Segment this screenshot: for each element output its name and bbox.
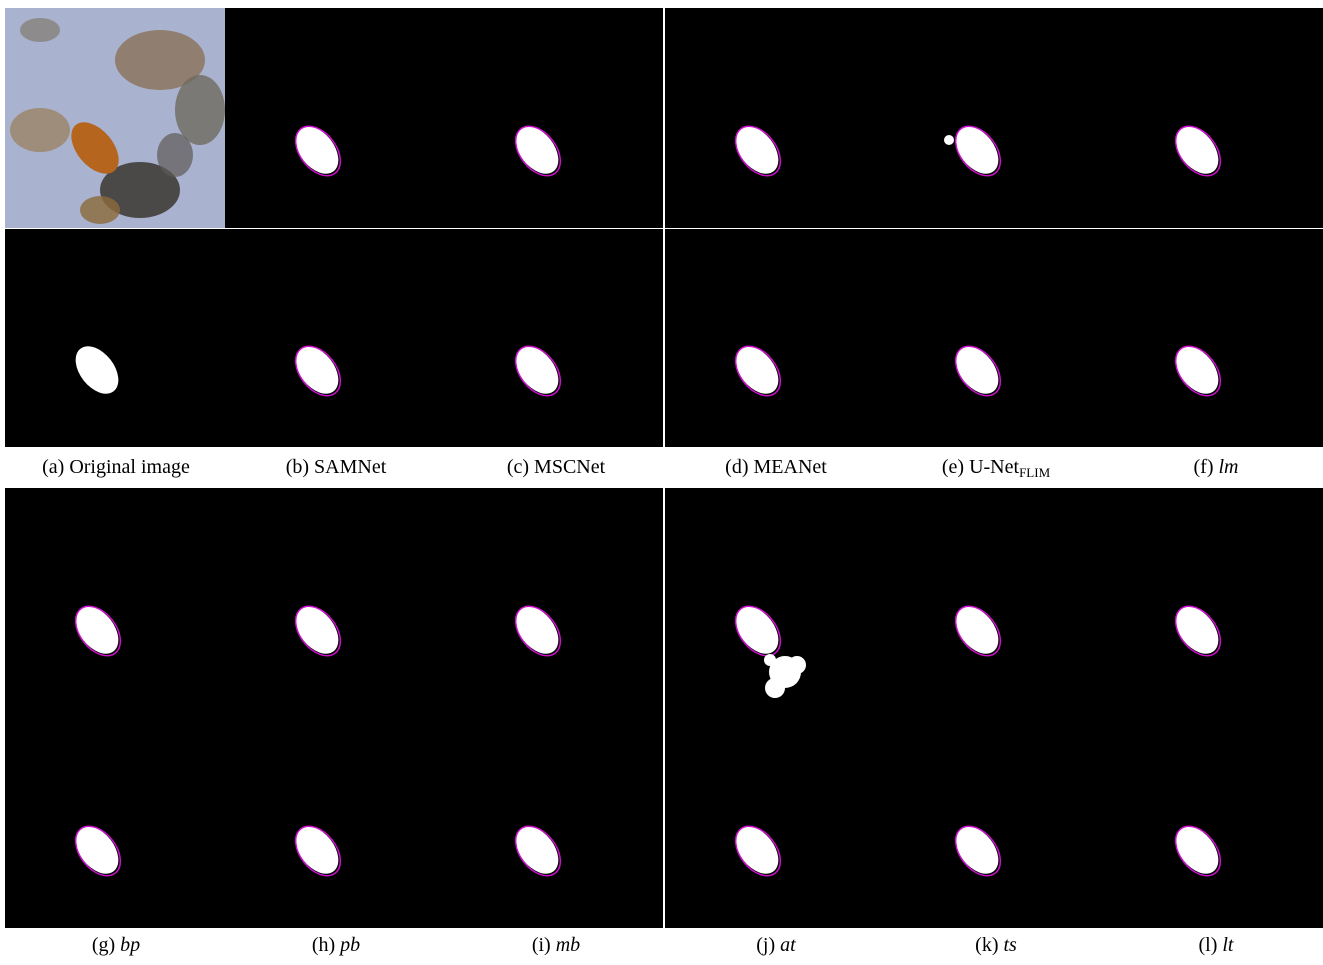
caption-text: MSCNet (534, 456, 605, 478)
caption-text: (f) (1194, 456, 1214, 478)
caption-text: mb (556, 934, 580, 956)
false-positive (764, 654, 776, 666)
figure-images (0, 0, 1323, 965)
caption: (d) MEANet (666, 456, 886, 479)
caption-text: (e) (942, 456, 964, 478)
caption-text: (d) (725, 456, 748, 478)
caption: (e) U-NetFLIM (886, 456, 1106, 481)
caption-text: FLIM (1019, 465, 1050, 480)
caption: (f) lm (1106, 456, 1323, 479)
caption: (j) at (666, 934, 886, 957)
caption-text: Original image (69, 456, 190, 478)
figure-page: (a) Original image(b) SAMNet(c) MSCNet(d… (0, 0, 1323, 965)
caption-text: at (780, 934, 796, 956)
caption-text: (g) (92, 934, 115, 956)
caption: (g) bp (6, 934, 226, 957)
caption: (h) pb (226, 934, 446, 957)
caption: (l) lt (1106, 934, 1323, 957)
caption-text: lm (1218, 456, 1238, 478)
caption-text: (i) (532, 934, 551, 956)
caption: (i) mb (446, 934, 666, 957)
caption-text: (a) (42, 456, 64, 478)
caption-text: ts (1003, 934, 1016, 956)
caption-text: SAMNet (314, 456, 386, 478)
caption-text: (k) (975, 934, 998, 956)
caption: (b) SAMNet (226, 456, 446, 479)
caption-text: MEANet (754, 456, 827, 478)
caption-text: lt (1222, 934, 1233, 956)
caption-text: (j) (756, 934, 775, 956)
false-positive (788, 656, 806, 674)
original-image (5, 8, 225, 228)
caption-text: bp (120, 934, 140, 956)
caption-text: pb (340, 934, 360, 956)
caption-text: (c) (507, 456, 529, 478)
caption-text: (h) (312, 934, 335, 956)
false-positive (765, 678, 785, 698)
caption: (c) MSCNet (446, 456, 666, 479)
caption-text: (l) (1198, 934, 1217, 956)
caption: (a) Original image (6, 456, 226, 479)
false-positive (944, 135, 954, 145)
caption: (k) ts (886, 934, 1106, 957)
caption-text: (b) (286, 456, 309, 478)
caption-text: U-Net (969, 456, 1019, 478)
